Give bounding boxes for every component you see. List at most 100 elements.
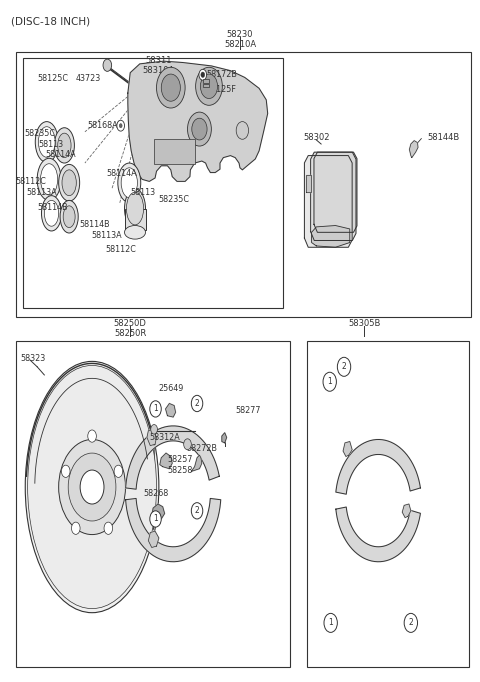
Text: 58168A: 58168A [87,121,118,130]
Text: 58272B: 58272B [187,444,217,453]
Ellipse shape [37,158,61,201]
Text: 2: 2 [195,506,199,516]
Circle shape [72,522,80,535]
Circle shape [188,112,211,146]
Text: 1: 1 [153,514,158,524]
Text: 58114A: 58114A [107,168,137,178]
Circle shape [196,68,222,105]
Polygon shape [222,432,227,443]
Circle shape [68,453,116,521]
Circle shape [59,439,125,535]
Polygon shape [160,453,172,469]
Ellipse shape [44,201,59,226]
Circle shape [119,123,122,128]
Polygon shape [336,507,420,562]
Circle shape [150,401,161,417]
Bar [16,53,471,317]
Ellipse shape [40,164,58,195]
Circle shape [184,439,192,449]
Bar [203,80,208,83]
Bar [203,84,208,87]
Bar [307,341,469,667]
Ellipse shape [124,189,145,228]
Text: 58113A: 58113A [27,188,57,197]
Text: 58230
58210A: 58230 58210A [224,30,256,49]
Text: 58235C: 58235C [158,195,189,204]
Polygon shape [314,152,357,233]
Ellipse shape [35,121,58,162]
Polygon shape [192,455,202,471]
Circle shape [161,74,180,101]
Ellipse shape [38,127,55,158]
Text: 58258: 58258 [168,466,193,475]
Circle shape [103,59,112,72]
Polygon shape [166,404,176,417]
Polygon shape [148,531,159,548]
Polygon shape [126,426,219,489]
Ellipse shape [124,226,145,239]
Polygon shape [336,439,420,494]
Text: 58113: 58113 [130,188,156,197]
Text: 58268: 58268 [144,489,169,499]
Text: 25649: 25649 [159,384,184,393]
Text: 58277: 58277 [235,406,261,415]
Text: (DISC-18 INCH): (DISC-18 INCH) [11,16,90,27]
Bar [23,59,283,308]
Polygon shape [126,499,221,562]
Text: 58312A: 58312A [149,433,180,442]
Circle shape [201,72,204,78]
Text: 58125F: 58125F [206,85,237,94]
Circle shape [199,70,206,80]
Polygon shape [304,155,352,248]
Bar [154,138,195,164]
Text: 2: 2 [195,399,199,408]
Text: 58114A: 58114A [45,151,76,160]
Ellipse shape [28,366,156,608]
Text: 2: 2 [342,362,347,371]
Text: 1: 1 [327,377,332,386]
Ellipse shape [126,192,144,225]
Circle shape [324,613,337,632]
Circle shape [61,465,70,477]
Text: 58305B: 58305B [348,318,380,327]
Circle shape [88,430,96,442]
Text: 58257: 58257 [168,456,193,464]
Circle shape [404,613,418,632]
Polygon shape [343,441,352,456]
Text: 58113: 58113 [38,140,64,149]
Text: 58235C: 58235C [24,130,55,138]
Bar [16,341,290,667]
Circle shape [117,120,124,131]
Ellipse shape [63,206,75,228]
Circle shape [150,511,161,527]
Circle shape [192,118,207,140]
Ellipse shape [41,196,61,231]
Circle shape [236,121,249,139]
Polygon shape [312,226,350,248]
Polygon shape [128,61,268,181]
Text: 58125C: 58125C [37,74,68,83]
Text: 58112C: 58112C [106,245,136,254]
Circle shape [151,424,157,434]
Ellipse shape [25,361,159,612]
Text: 58144B: 58144B [428,133,460,142]
Text: 58172B: 58172B [206,70,238,78]
Ellipse shape [62,170,76,196]
Text: 1: 1 [153,404,158,413]
Ellipse shape [58,133,71,158]
Polygon shape [152,504,165,519]
Bar [124,209,145,231]
Text: 58112C: 58112C [16,177,47,186]
Text: 58323: 58323 [21,354,46,363]
Text: 1: 1 [328,619,333,627]
Polygon shape [402,504,411,518]
Circle shape [337,357,351,376]
Circle shape [80,470,104,504]
Polygon shape [409,140,418,158]
Polygon shape [306,175,311,192]
Text: 58250D
58250R: 58250D 58250R [114,318,147,338]
Text: 58302: 58302 [303,133,330,142]
Polygon shape [311,152,356,241]
Circle shape [192,503,203,519]
Circle shape [114,465,123,477]
